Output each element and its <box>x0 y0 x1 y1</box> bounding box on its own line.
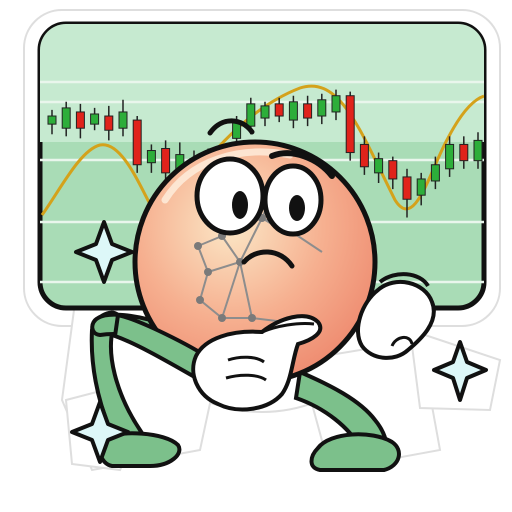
candle-body <box>75 111 85 129</box>
thinking-arm <box>112 312 323 412</box>
sparkle-left-top <box>74 220 134 284</box>
candle-body <box>61 107 71 129</box>
candle-body <box>47 115 57 125</box>
candle-body <box>146 150 156 164</box>
candle-body <box>90 113 100 125</box>
candle-body <box>132 119 142 166</box>
candle-body <box>288 101 298 121</box>
candle-body <box>161 148 171 174</box>
glove-knuckle-1 <box>227 355 265 364</box>
right-pupil <box>289 195 305 221</box>
candle-body <box>374 158 384 174</box>
candle-body <box>345 95 355 154</box>
right-foot <box>309 432 401 472</box>
candle-body <box>104 115 114 131</box>
left-pupil <box>232 191 248 219</box>
right-eyebrow <box>269 150 335 179</box>
sparkle-left-bottom <box>70 400 130 464</box>
frown-mouth <box>241 249 295 269</box>
glove-knuckle-2 <box>225 373 267 382</box>
candle-body <box>445 143 455 170</box>
sparkles <box>70 220 488 464</box>
candle-body <box>274 103 284 117</box>
candle-body <box>416 178 426 196</box>
thinking-glove <box>191 314 323 412</box>
right-leg <box>293 369 401 472</box>
candle-body <box>430 164 440 182</box>
candle-body <box>118 111 128 129</box>
candle-body <box>459 143 469 162</box>
candle-body <box>246 103 256 127</box>
right-glove <box>356 272 436 360</box>
left-eye <box>194 156 266 236</box>
candle-body <box>260 105 270 119</box>
candle-body <box>402 176 412 200</box>
glove-index-finger <box>261 322 315 334</box>
candle-body <box>317 99 327 117</box>
left-eyebrow <box>207 118 255 136</box>
candle-body <box>303 103 313 119</box>
chart-board-inner <box>40 24 484 284</box>
mascot-face <box>194 118 335 269</box>
candle-body <box>473 139 483 162</box>
sparkle-right <box>432 340 488 402</box>
trend-curve <box>40 84 484 225</box>
right-glove-cuff <box>378 272 430 288</box>
right-glove-finger <box>390 336 414 347</box>
candle-body <box>359 143 369 168</box>
candle-body <box>331 95 341 113</box>
right-glove-palm <box>356 280 436 360</box>
candle-body <box>388 160 398 180</box>
